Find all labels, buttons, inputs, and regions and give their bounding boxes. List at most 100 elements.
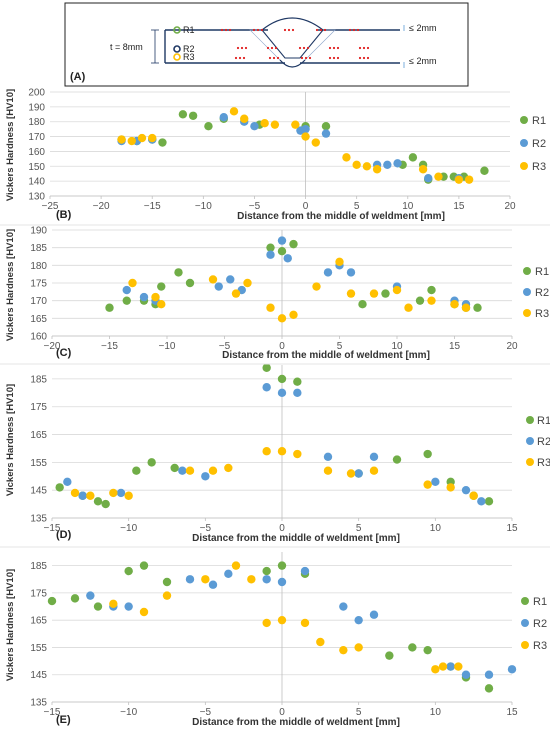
indent-dot	[348, 28, 352, 32]
legend: R1 R2 R3	[523, 266, 549, 320]
y-tick-label: 190	[28, 102, 45, 113]
x-tick-label: 0	[303, 201, 309, 212]
row-markers: R1 R2 R3	[173, 25, 195, 62]
point-r1	[122, 296, 131, 305]
indent-dot	[362, 56, 366, 60]
indent-dot	[356, 28, 360, 32]
point-r3	[461, 303, 471, 312]
legend-label-r2: R2	[533, 618, 547, 630]
point-r2	[86, 591, 95, 600]
y-tick-label: 165	[30, 616, 47, 627]
point-r3	[291, 120, 300, 129]
y-axis-label: Vickers Hardness [HV10]	[5, 384, 16, 496]
y-tick-label: 150	[28, 162, 45, 173]
point-r3	[151, 292, 160, 302]
point-r1	[93, 602, 103, 611]
point-r1	[47, 596, 57, 606]
indent-dot	[332, 46, 336, 50]
x-tick-label: −10	[120, 523, 137, 534]
point-r1	[139, 561, 149, 570]
point-r3	[392, 285, 402, 295]
legend-marker-r1	[523, 267, 531, 275]
point-r2	[346, 268, 356, 277]
point-r3	[289, 310, 298, 319]
indent-dot	[291, 28, 295, 32]
indent-dot	[274, 46, 278, 50]
indent-dot	[270, 46, 274, 50]
indent-dot	[283, 28, 287, 32]
point-r2	[354, 469, 363, 478]
plot-area: 135 145 155 165 175 185 −15 −10 −5 0 5 10 15	[30, 552, 518, 718]
x-tick-label: 10	[430, 707, 442, 718]
legend-label-r3: R3	[533, 640, 547, 652]
legend: R1 R2 R3	[521, 596, 547, 652]
point-r2	[283, 254, 292, 263]
x-tick-label: −15	[144, 201, 161, 212]
x-tick-label: −15	[101, 341, 118, 352]
y-axis-label-text: Vickers Hardness [HV10]	[5, 384, 16, 496]
point-r3	[372, 165, 382, 174]
panel-label-d: (D)	[56, 529, 72, 541]
x-tick-label: 10	[402, 201, 414, 212]
indent-dot	[244, 46, 248, 50]
point-r1	[162, 577, 172, 587]
indent-dot	[242, 56, 246, 60]
x-tick-label: 0	[279, 523, 285, 534]
x-tick-label: −5	[200, 523, 212, 534]
panel-label-c: (C)	[56, 347, 72, 359]
point-r1	[408, 643, 417, 652]
point-r1	[124, 566, 133, 576]
x-tick-label: 5	[356, 523, 362, 534]
indent-dot	[308, 56, 312, 60]
y-axis-label: Vickers Hardness [HV10]	[5, 89, 16, 201]
point-r1	[174, 268, 183, 277]
point-r2	[78, 491, 87, 500]
row-label-r1: R1	[183, 25, 195, 35]
y-tick-label: 170	[30, 296, 47, 307]
row-label-r3: R3	[183, 52, 195, 62]
x-tick-label: −5	[249, 201, 261, 212]
legend-marker-r1	[520, 116, 528, 124]
point-r3	[157, 300, 166, 309]
x-tick-label: 20	[504, 201, 516, 212]
point-r2	[461, 670, 471, 679]
indent-dot	[302, 46, 306, 50]
point-r3	[464, 175, 474, 184]
point-r3	[109, 488, 118, 498]
indent-dot	[332, 56, 336, 60]
point-r2	[393, 159, 402, 168]
point-r1	[321, 121, 331, 131]
x-tick-label: 5	[356, 707, 362, 718]
legend: R1 R2 R3	[526, 415, 550, 469]
point-r1	[70, 594, 80, 603]
y-tick-label: 185	[30, 243, 47, 254]
point-r1	[381, 289, 390, 298]
y-tick-label: 160	[28, 147, 45, 158]
point-r3	[262, 447, 271, 456]
indent-dot	[256, 28, 260, 32]
x-axis-label: Distance from the middle of weldment [mm…	[192, 533, 400, 544]
legend-marker-r2	[521, 619, 529, 627]
point-r3	[427, 296, 436, 305]
indent-dot	[315, 28, 319, 32]
point-r3	[312, 282, 321, 291]
point-r1	[170, 463, 179, 473]
point-r2	[262, 575, 271, 584]
point-r3	[434, 172, 443, 181]
point-r3	[224, 463, 233, 473]
point-r3	[277, 615, 287, 625]
indent-dot	[268, 56, 272, 60]
y-tick-label: 190	[30, 226, 47, 237]
panel-d-chart: Vickers Hardness [HV10] (D) Distance fro…	[5, 363, 550, 544]
indent-dot	[266, 46, 270, 50]
point-r2	[277, 236, 287, 245]
point-r2	[477, 497, 486, 506]
indent-dot	[272, 56, 276, 60]
point-r1	[158, 138, 167, 147]
y-tick-label: 135	[30, 514, 47, 525]
point-r3	[346, 289, 356, 298]
point-r1	[188, 111, 198, 120]
legend: R1 R2 R3	[520, 115, 546, 173]
thickness-label: t = 8mm	[110, 42, 143, 52]
